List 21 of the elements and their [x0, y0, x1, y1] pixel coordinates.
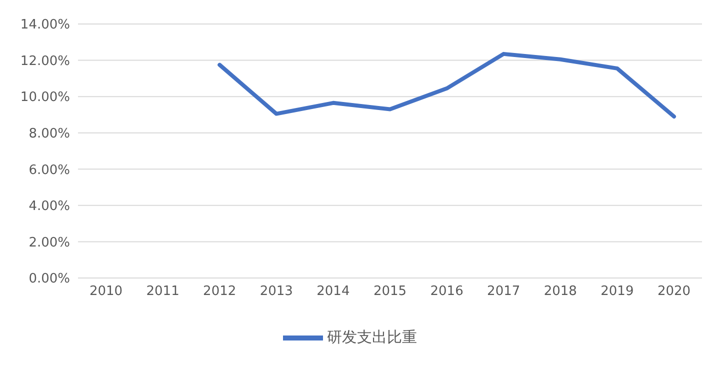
y-tick-label: 14.00%: [20, 18, 70, 33]
y-tick-label: 4.00%: [28, 199, 70, 214]
x-tick-label: 2011: [146, 284, 180, 300]
x-tick-label: 2017: [487, 284, 520, 300]
y-tick-label: 8.00%: [28, 126, 70, 142]
y-tick-label: 6.00%: [28, 162, 70, 178]
x-tick-label: 2015: [373, 284, 407, 300]
x-tick-label: 2020: [657, 284, 691, 300]
line-series: [218, 52, 676, 119]
x-tick-label: 2018: [544, 284, 577, 300]
x-tick-label: 2010: [89, 284, 123, 300]
x-tick-label: 2012: [203, 284, 236, 300]
legend-label: 研发支出比重: [327, 328, 417, 346]
y-tick-label: 12.00%: [20, 54, 70, 69]
x-tick-label: 2014: [316, 284, 350, 300]
y-tick-label: 10.00%: [20, 90, 70, 106]
x-tick-label: 2013: [260, 284, 293, 300]
x-tick-label: 2016: [430, 284, 464, 300]
y-tick-label: 0.00%: [28, 272, 70, 287]
x-tick-label: 2019: [600, 284, 634, 300]
y-tick-label: 2.00%: [28, 235, 70, 250]
